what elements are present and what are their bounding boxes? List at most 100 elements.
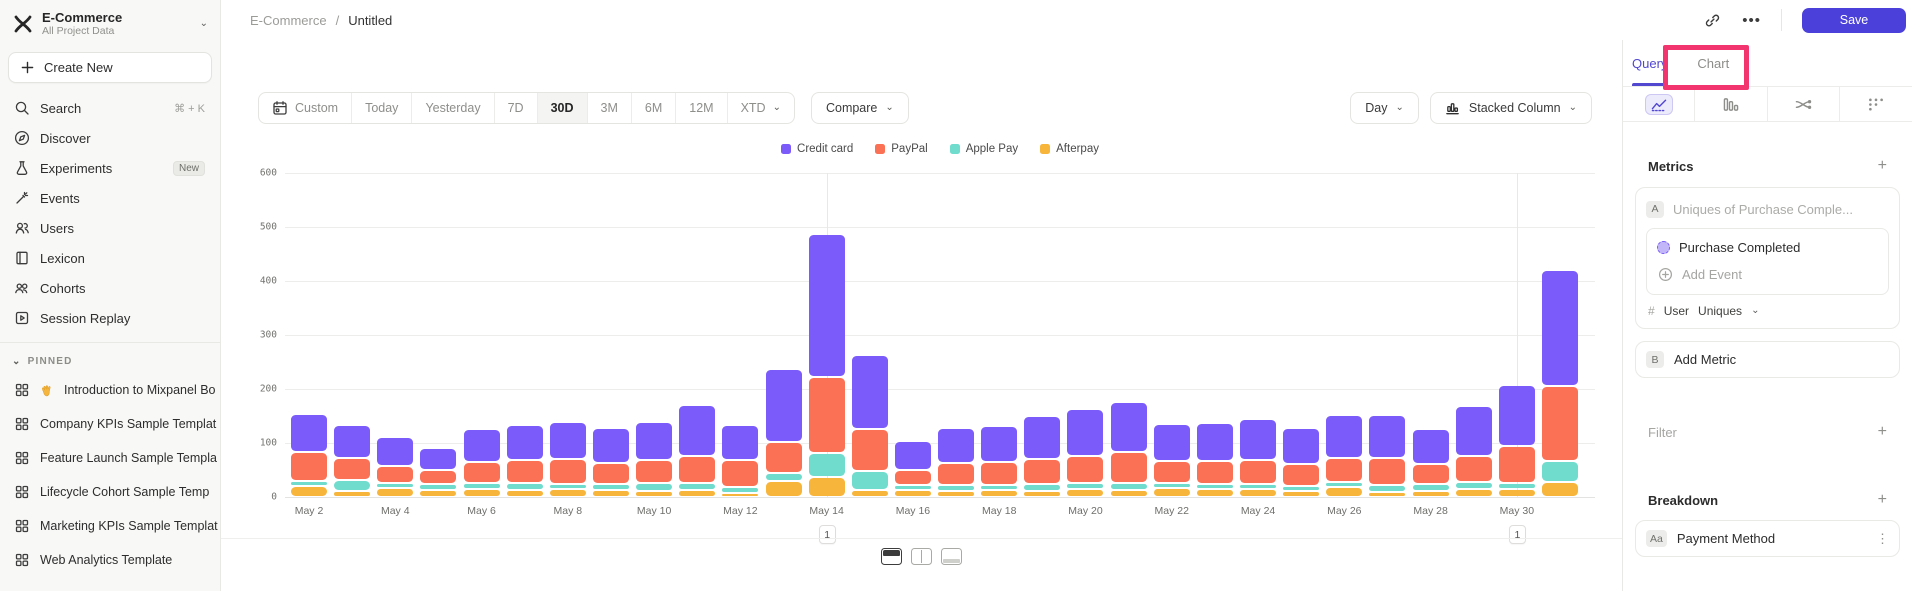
bar-may-23[interactable] — [1196, 424, 1233, 496]
bar-segment-afterpay — [981, 491, 1018, 496]
bar-segment-apple-pay — [1542, 461, 1578, 481]
bar-segment-credit-card — [506, 425, 543, 459]
tab-query[interactable]: Query — [1632, 40, 1668, 86]
bar-may-30[interactable] — [1498, 386, 1535, 496]
tab-chart[interactable]: Chart — [1697, 55, 1730, 71]
layout-chart-and-table-icon[interactable] — [881, 548, 902, 565]
bar-may-2[interactable] — [291, 415, 327, 496]
bar-may-28[interactable] — [1412, 430, 1449, 496]
agg-entity[interactable]: User — [1663, 304, 1690, 318]
bar-may-5[interactable] — [420, 448, 457, 496]
sidebar-item-events[interactable]: Events — [0, 183, 220, 213]
pinned-board-item[interactable]: Web Analytics Template — [0, 543, 220, 577]
layout-split-columns-icon[interactable] — [911, 548, 932, 565]
pinned-board-item[interactable]: Company KPIs Sample Templat — [0, 407, 220, 441]
add-event-row[interactable]: Add Event — [1657, 263, 1878, 286]
breadcrumb-page-title[interactable]: Untitled — [348, 12, 393, 28]
legend-item-credit-card[interactable]: Credit card — [781, 143, 853, 155]
bar-may-20[interactable] — [1067, 409, 1104, 496]
bar-may-7[interactable] — [506, 425, 543, 496]
x-axis-tick-label: May 16 — [895, 505, 931, 517]
bar-may-10[interactable] — [636, 422, 673, 496]
bar-may-29[interactable] — [1455, 407, 1492, 496]
range-7d[interactable]: 7D — [495, 93, 538, 123]
pinned-board-item[interactable]: Lifecycle Cohort Sample Temp — [0, 475, 220, 509]
layout-table-only-icon[interactable] — [941, 548, 962, 565]
sidebar-item-users[interactable]: Users — [0, 213, 220, 243]
sidebar-item-cohorts[interactable]: Cohorts — [0, 273, 220, 303]
add-metric-card[interactable]: B Add Metric — [1635, 341, 1900, 378]
bar-segment-afterpay — [1067, 489, 1104, 496]
legend-item-afterpay[interactable]: Afterpay — [1040, 143, 1099, 155]
bar-may-17[interactable] — [938, 428, 975, 496]
bar-may-4[interactable] — [377, 438, 414, 496]
pinned-board-label: Feature Launch Sample Templa — [40, 451, 217, 465]
report-tab-retention[interactable] — [1840, 87, 1912, 121]
sidebar-item-experiments[interactable]: Experiments New — [0, 153, 220, 183]
report-tab-flows[interactable] — [1768, 87, 1840, 121]
breadcrumb-project[interactable]: E-Commerce — [250, 12, 327, 28]
annotation-badge[interactable]: 1 — [1508, 525, 1526, 544]
event-row[interactable]: Purchase Completed — [1657, 236, 1878, 259]
bar-may-24[interactable] — [1240, 420, 1277, 496]
add-breakdown-plus-icon[interactable]: + — [1877, 491, 1887, 508]
more-options-icon[interactable]: ••• — [1742, 11, 1761, 29]
create-new-button[interactable]: Create New — [8, 52, 212, 83]
save-button[interactable]: Save — [1802, 7, 1906, 33]
bar-may-31[interactable] — [1542, 270, 1578, 496]
sidebar-item-session-replay[interactable]: Session Replay — [0, 303, 220, 333]
bar-may-14[interactable] — [808, 235, 845, 496]
compare-button[interactable]: Compare ⌄ — [810, 92, 909, 124]
legend-item-paypal[interactable]: PayPal — [875, 143, 928, 155]
bar-may-8[interactable] — [549, 423, 586, 496]
bar-may-18[interactable] — [981, 427, 1018, 496]
add-filter-plus-icon[interactable]: + — [1877, 423, 1887, 440]
kebab-menu-icon[interactable]: ⋮ — [1876, 530, 1889, 546]
range-today[interactable]: Today — [352, 93, 413, 123]
project-switcher[interactable]: E-Commerce All Project Data ⌄ — [0, 0, 220, 44]
chart-type-dropdown[interactable]: Stacked Column ⌄ — [1429, 92, 1592, 124]
metric-a-name-placeholder[interactable]: Uniques of Purchase Comple... — [1673, 201, 1853, 217]
sidebar-item-search[interactable]: Search ⌘ + K — [0, 93, 220, 123]
report-tab-funnels[interactable] — [1695, 87, 1768, 121]
granularity-dropdown[interactable]: Day ⌄ — [1350, 92, 1419, 124]
add-metric-plus-icon[interactable]: + — [1877, 157, 1887, 174]
pinned-board-item[interactable]: Introduction to Mixpanel Bo — [0, 373, 220, 407]
bar-may-9[interactable] — [592, 428, 629, 496]
stacked-column-chart[interactable]: 0 100 200 300 400 500 600 May 2 May 4 May 6 May 8 M… — [260, 168, 1595, 544]
range-3m[interactable]: 3M — [588, 93, 632, 123]
bar-may-16[interactable] — [894, 442, 931, 496]
bar-may-15[interactable] — [851, 355, 888, 496]
report-tab-insights[interactable] — [1623, 87, 1696, 121]
bar-may-3[interactable] — [334, 425, 371, 496]
plus-icon — [19, 60, 35, 76]
view-layout-toggles — [221, 548, 1622, 565]
bar-segment-apple-pay — [1153, 484, 1190, 487]
share-link-icon[interactable] — [1702, 10, 1722, 30]
range-6m[interactable]: 6M — [632, 93, 677, 123]
bar-may-6[interactable] — [463, 430, 500, 496]
range-xtd[interactable]: XTD ⌄ — [728, 93, 794, 123]
bar-may-26[interactable] — [1326, 416, 1363, 496]
bar-may-27[interactable] — [1369, 416, 1406, 496]
breakdown-item-card[interactable]: Aa Payment Method ⋮ — [1635, 520, 1900, 557]
pinned-board-item[interactable]: Marketing KPIs Sample Templat — [0, 509, 220, 543]
pinned-board-item[interactable]: Feature Launch Sample Templa — [0, 441, 220, 475]
legend-item-apple-pay[interactable]: Apple Pay — [949, 143, 1018, 155]
range-yesterday[interactable]: Yesterday — [412, 93, 495, 123]
bar-may-13[interactable] — [765, 369, 802, 496]
agg-type[interactable]: Uniques — [1698, 304, 1743, 318]
bar-may-11[interactable] — [679, 406, 716, 496]
annotation-badge[interactable]: 1 — [818, 525, 836, 544]
range-12m[interactable]: 12M — [676, 93, 728, 123]
bar-may-22[interactable] — [1153, 425, 1190, 496]
pinned-section-header[interactable]: ⌄ PINNED — [0, 352, 220, 373]
range-custom[interactable]: Custom — [259, 93, 353, 123]
range-30d[interactable]: 30D — [537, 93, 588, 123]
bar-may-12[interactable] — [722, 425, 759, 496]
sidebar-item-lexicon[interactable]: Lexicon — [0, 243, 220, 273]
bar-may-21[interactable] — [1110, 403, 1147, 496]
bar-may-25[interactable] — [1283, 429, 1320, 496]
sidebar-item-discover[interactable]: Discover — [0, 123, 220, 153]
bar-may-19[interactable] — [1024, 416, 1061, 496]
